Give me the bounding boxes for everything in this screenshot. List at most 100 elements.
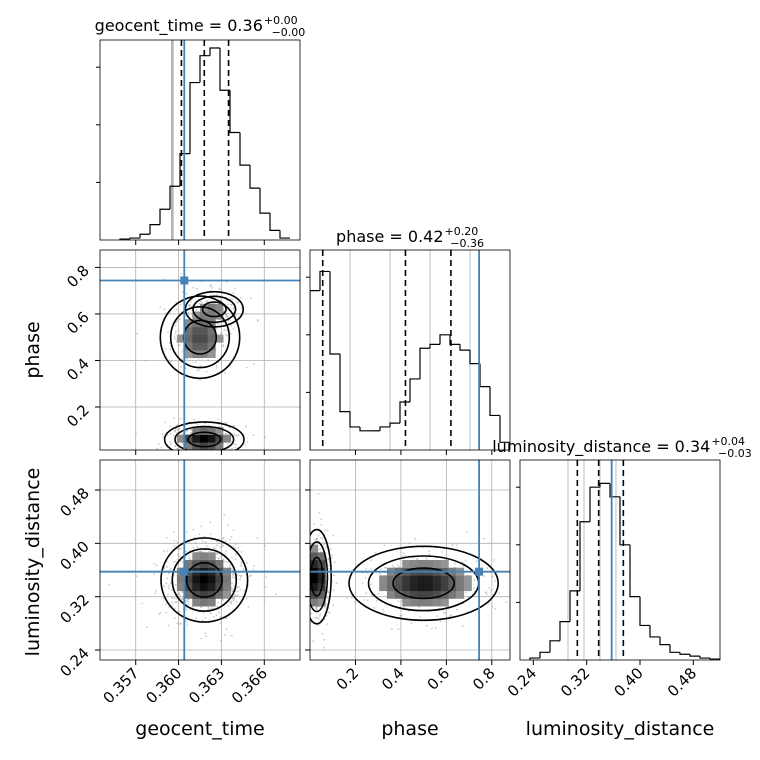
luminosity_distance_vs_phase-sample-540	[315, 608, 318, 610]
phase_vs_geocent_time-sample-71	[178, 427, 181, 430]
luminosity_distance_vs_phase-sample-129	[305, 599, 307, 601]
luminosity_distance_vs_phase-sample-537	[329, 611, 331, 614]
luminosity_distance_vs_phase-sample-245	[303, 579, 305, 581]
phase_hist-bin-5	[359, 426, 370, 432]
title-geocent-time: geocent_time = 0.36+0.00 −0.00	[95, 14, 306, 39]
luminosity_distance_vs_geocent_time-sample-384	[256, 537, 259, 539]
luminosity_distance_vs_phase-contour-2-1	[310, 528, 332, 625]
luminosity_distance_vs_phase-sample-9	[373, 606, 376, 609]
luminosity_distance_vs_geocent_time-sample-564	[231, 582, 234, 585]
luminosity_distance_vs_phase-contour-0-0	[392, 567, 456, 600]
phase_vs_geocent_time-sample-528	[199, 378, 202, 381]
phase_vs_geocent_time-cell-16-1	[223, 434, 232, 443]
luminosity_distance_vs_geocent_time-cell-14-8	[207, 590, 216, 599]
geocent_time_hist-bin-10	[219, 48, 230, 91]
luminosity_distance_vs_phase-sample-87	[425, 557, 428, 560]
luminosity_distance_vs_phase-sample-202	[326, 529, 329, 532]
phase_vs_geocent_time-sample-523	[205, 370, 208, 373]
luminosity_distance_hist-bin-17	[699, 656, 710, 659]
luminosity_distance_vs_geocent_time-sample-483	[163, 550, 165, 553]
luminosity_distance_vs_phase-sample-219	[320, 518, 322, 520]
phase_vs_geocent_time-sample-601	[179, 417, 182, 420]
phase_vs_geocent_time-sample-259	[189, 455, 191, 457]
geocent_time_hist-bin-9	[209, 47, 220, 56]
luminosity_distance_vs_geocent_time-sample-590	[239, 578, 242, 581]
luminosity_distance_vs_geocent_time-sample-462	[250, 574, 253, 577]
luminosity_distance_vs_phase-sample-358	[305, 597, 307, 599]
luminosity_distance_vs_phase-sample-50	[381, 608, 384, 611]
luminosity_distance_vs_phase-sample-17	[323, 542, 326, 544]
phase_hist-frame	[309, 249, 511, 451]
phase-xticklabel-1: 0.4	[378, 664, 408, 694]
luminosity_distance_vs_geocent_time-sample-264	[146, 626, 148, 629]
luminosity_distance_vs_phase-sample-487	[454, 562, 456, 565]
luminosity_distance_vs_phase-sample-482	[302, 578, 304, 580]
luminosity_distance_vs_geocent_time-sample-61	[227, 561, 230, 564]
luminosity_distance_vs_geocent_time-sample-513	[230, 586, 233, 589]
phase_vs_geocent_time-sample-112	[176, 429, 179, 432]
luminosity_distance_vs_phase-sample-601	[397, 600, 400, 603]
geocent-time-xticklabel-0: 0.357	[99, 664, 142, 707]
phase_vs_geocent_time-sample-355	[135, 432, 137, 435]
luminosity_distance_vs_geocent_time-sample-64	[108, 584, 110, 586]
luminosity_distance_hist-bin-7	[599, 482, 610, 488]
luminosity_distance_vs_geocent_time-sample-292	[186, 624, 189, 626]
luminosity_distance_vs_phase-cell-9-9	[379, 583, 388, 592]
phase_vs_geocent_time-sample-396	[174, 444, 177, 447]
phase_hist-bin-9	[399, 401, 410, 424]
luminosity_distance_vs_geocent_time-sample-475	[238, 574, 241, 577]
luminosity_distance_vs_phase-cell-12-7	[402, 598, 411, 607]
luminosity_distance_vs_phase-sample-272	[308, 573, 310, 575]
phase_vs_geocent_time-contour-0-1	[201, 301, 227, 318]
phase_vs_geocent_time-sample-261	[166, 434, 169, 437]
luminosity_distance_vs_phase-sample-266	[306, 587, 308, 589]
luminosity_distance_vs_phase-cell-0-9	[310, 583, 318, 592]
luminosity_distance_vs_phase-sample-157	[302, 580, 304, 582]
luminosity_distance_vs_geocent_time-sample-47	[173, 597, 175, 600]
luminosity_distance_vs_phase-sample-343	[482, 537, 485, 540]
luminosity_distance_vs_phase-sample-620	[303, 590, 305, 592]
phase_vs_geocent_time-sample-609	[217, 418, 220, 421]
geocent_time_hist-bin-8	[199, 55, 210, 83]
phase_vs_geocent_time-contour-2-0	[159, 295, 241, 380]
phase_vs_geocent_time-sample-58	[230, 333, 233, 335]
phase_vs_geocent_time-sample-170	[215, 450, 217, 452]
luminosity_distance_vs_geocent_time-cell-13-8	[200, 590, 208, 599]
luminosity_distance_vs_phase-cell-17-12	[440, 560, 449, 568]
luminosity_distance_vs_phase-sample-614	[370, 594, 373, 597]
phase_vs_geocent_time-sample-228	[232, 307, 235, 310]
luminosity_distance_vs_phase-sample-405	[487, 602, 490, 605]
phase_hist-bin-12	[429, 343, 440, 349]
luminosity_distance_vs_geocent_time-sample-645	[219, 546, 222, 549]
luminosity_distance_vs_geocent_time-cell-16-9	[223, 583, 232, 592]
phase_vs_geocent_time-cell-13-14	[200, 334, 208, 343]
luminosity_distance_vs_phase-cell-16-12	[433, 560, 442, 568]
luminosity_distance_vs_geocent_time-sample-107	[166, 550, 168, 552]
luminosity_distance_vs_geocent_time-sample-419	[167, 572, 170, 575]
luminosity_distance_vs_geocent_time-sample-580	[216, 544, 218, 547]
luminosity_distance_vs_geocent_time-sample-19	[198, 533, 201, 535]
luminosity_distance_vs_phase-sample-475	[332, 589, 335, 591]
phase_vs_geocent_time-cell-11-13	[184, 342, 193, 351]
luminosity_distance_vs_phase-sample-251	[327, 558, 329, 561]
luminosity_distance_vs_phase-sample-378	[329, 548, 332, 550]
luminosity_distance_vs_geocent_time-sample-240	[172, 530, 175, 533]
luminosity_distance_hist-bin-11	[639, 596, 650, 627]
luminosity_distance_vs_phase-cell-12-12	[402, 560, 411, 568]
luminosity_distance_vs_geocent_time-sample-593	[177, 600, 180, 602]
luminosity_distance_vs_phase-sample-48	[461, 561, 464, 564]
phase_vs_geocent_time-sample-469	[216, 294, 218, 296]
phase_vs_geocent_time-cell-15-2	[215, 426, 224, 435]
phase_vs_geocent_time-sample-211	[233, 443, 236, 445]
luminosity_distance_vs_phase-sample-44	[292, 583, 294, 585]
luminosity_distance_vs_phase-sample-580	[455, 544, 458, 547]
luminosity_distance_vs_geocent_time-sample-558	[225, 628, 228, 631]
geocent-time-xticklabel-1: 0.360	[142, 664, 185, 707]
luminosity_distance_vs_geocent_time-sample-122	[171, 589, 173, 592]
luminosity_distance_vs_phase-cell-10-8	[386, 590, 395, 599]
phase_vs_geocent_time-truth-marker	[180, 276, 189, 285]
luminosity_distance_vs_geocent_time-sample-253	[220, 639, 222, 642]
luminosity_distance_vs_phase-sample-121	[301, 570, 303, 572]
panel-hist-geocent-time	[96, 39, 301, 245]
phase_hist-bars	[310, 270, 510, 450]
